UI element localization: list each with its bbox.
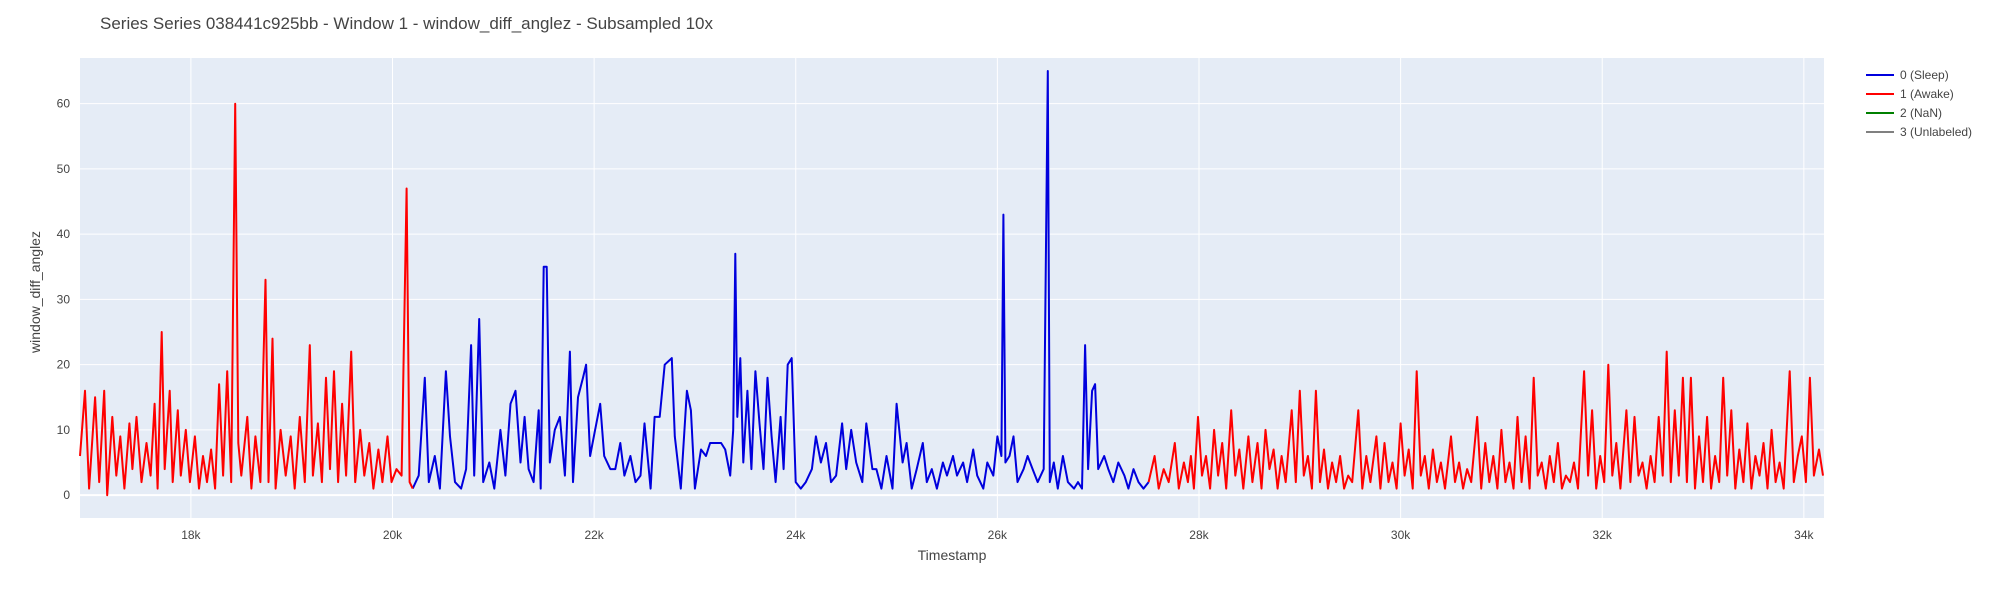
y-tick-label: 20: [57, 358, 71, 372]
x-axis-title: Timestamp: [918, 547, 987, 563]
x-tick-label: 34k: [1794, 528, 1814, 542]
legend-item-3[interactable]: 3 (Unlabeled): [1866, 125, 1972, 139]
y-tick-label: 40: [57, 227, 71, 241]
y-tick-label: 10: [57, 423, 71, 437]
plot-area: [80, 58, 1824, 518]
series-line-1: [1147, 350, 1824, 490]
x-tick-label: 28k: [1189, 528, 1209, 542]
legend-label: 3 (Unlabeled): [1900, 125, 1972, 139]
y-tick-label: 60: [57, 97, 71, 111]
grid-lines: [80, 58, 1824, 518]
series-lines: [79, 70, 1824, 497]
x-tick-label: 20k: [383, 528, 403, 542]
legend-label: 0 (Sleep): [1900, 68, 1949, 82]
legend-item-2[interactable]: 2 (NaN): [1866, 106, 1942, 120]
x-tick-label: 24k: [786, 528, 806, 542]
y-tick-label: 50: [57, 162, 71, 176]
legend-label: 1 (Awake): [1900, 87, 1954, 101]
x-tick-label: 30k: [1391, 528, 1411, 542]
x-axis-ticks: 18k 20k 22k 24k 26k 28k 30k 32k 34k: [181, 528, 1814, 542]
y-axis-title: window_diff_anglez: [27, 231, 43, 354]
y-tick-label: 0: [63, 488, 70, 502]
legend[interactable]: 0 (Sleep) 1 (Awake) 2 (NaN) 3 (Unlabeled): [1866, 68, 1972, 139]
y-axis-ticks: 0 10 20 30 40 50 60: [57, 97, 71, 502]
legend-item-1[interactable]: 1 (Awake): [1866, 87, 1954, 101]
x-tick-label: 22k: [584, 528, 604, 542]
series-line-1: [79, 102, 414, 497]
legend-label: 2 (NaN): [1900, 106, 1942, 120]
legend-item-0[interactable]: 0 (Sleep): [1866, 68, 1949, 82]
series-line-0: [411, 70, 1150, 490]
x-tick-label: 18k: [181, 528, 201, 542]
x-tick-label: 32k: [1593, 528, 1613, 542]
chart-title: Series Series 038441c925bb - Window 1 - …: [100, 14, 713, 33]
x-tick-label: 26k: [988, 528, 1008, 542]
y-tick-label: 30: [57, 292, 71, 306]
